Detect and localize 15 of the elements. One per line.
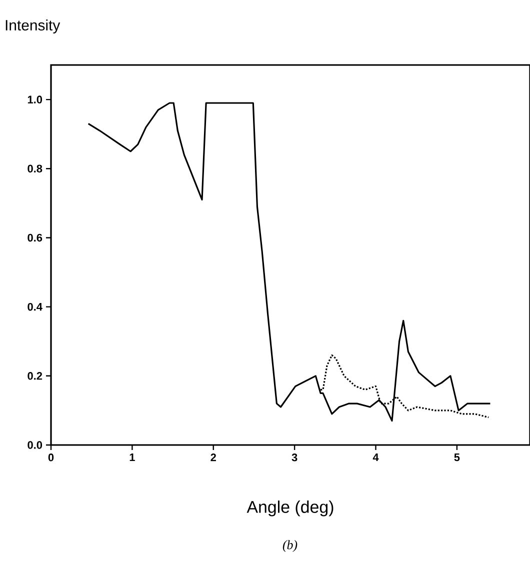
x-tick-label: 0 [48,454,54,462]
text: (b) [282,540,298,552]
y-tick-label: 0.6 [28,234,42,242]
x-tick-label: 3 [292,454,298,462]
y-tick-label: 0.2 [28,372,42,380]
y-tick-label: 0.0 [28,441,42,449]
y-tick-label: 0.4 [28,302,42,311]
x-tick-label: 4 [372,454,379,462]
x-tick-label: 1 [130,454,135,462]
x-axis-title: Angle (deg) [246,500,334,516]
x-tick-label: 5 [454,454,460,462]
y-axis-title: Intensity [6,20,60,34]
y-tick-label: 0.8 [28,164,42,173]
y-tick-label: 1.0 [28,96,42,104]
x-tick-label: 2 [210,454,216,462]
